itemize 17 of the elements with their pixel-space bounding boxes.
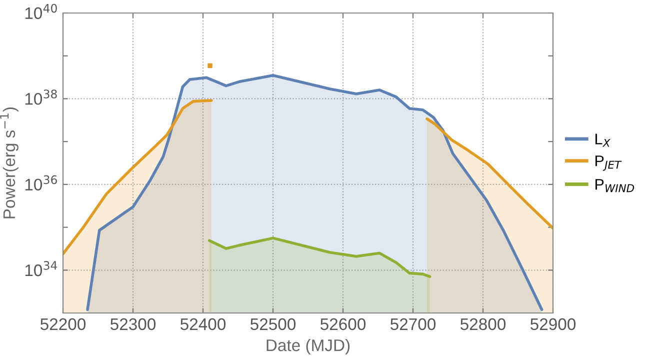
y-tick-label: 10$^{34}$	[25, 261, 58, 276]
x-tick-label: 52300	[110, 318, 156, 330]
x-axis-title: Date (MJD)	[266, 338, 350, 354]
legend-label: P$_{JET}$	[596, 156, 622, 171]
x-tick-label: 52400	[180, 318, 226, 330]
legend-label: P$_{WIND}$	[596, 179, 634, 192]
legend-label: L$_{X}$	[596, 134, 610, 147]
x-tick-label: 52600	[320, 318, 366, 330]
x-tick-label: 52700	[390, 318, 436, 330]
y-tick-label: 10$^{36}$	[25, 175, 57, 191]
x-tick-label: 52200	[40, 318, 86, 330]
y-axis-title: Power(erg s$^{−1}$)	[0, 107, 18, 218]
y-tick-label: 10$^{38}$	[25, 90, 57, 105]
y-tick-label: 10$^{40}$	[25, 4, 57, 20]
x-tick-label: 52900	[530, 318, 576, 330]
x-tick-label: 52800	[460, 318, 506, 330]
x-tick-label: 52500	[250, 318, 296, 330]
